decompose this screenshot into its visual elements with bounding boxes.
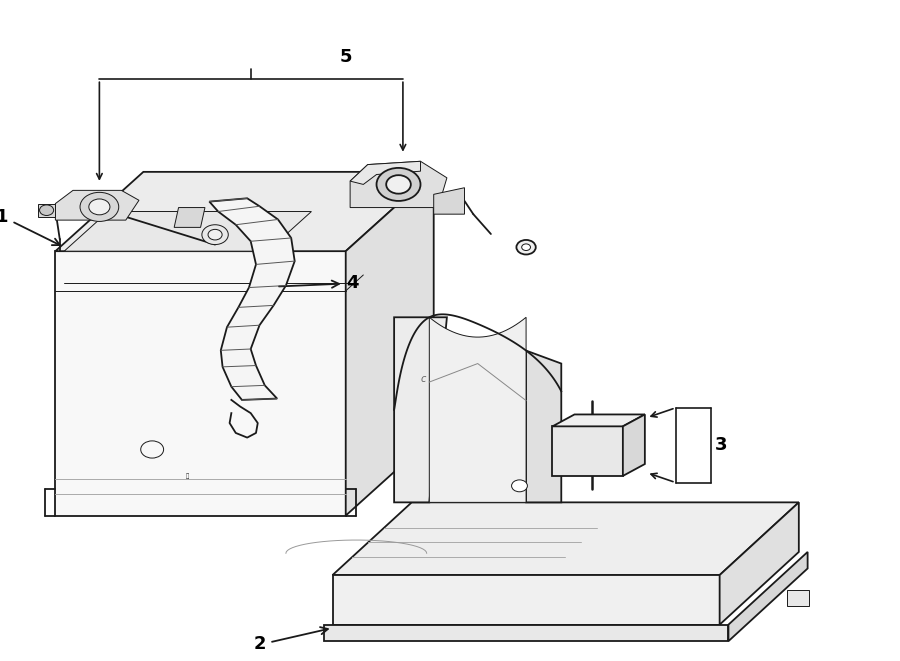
Circle shape	[40, 205, 54, 215]
Polygon shape	[553, 426, 623, 476]
Polygon shape	[350, 161, 420, 184]
Polygon shape	[728, 552, 807, 641]
Circle shape	[376, 168, 420, 201]
Polygon shape	[720, 502, 799, 625]
Text: ⬜: ⬜	[185, 473, 189, 479]
Polygon shape	[332, 502, 799, 575]
Polygon shape	[623, 414, 645, 476]
Circle shape	[80, 192, 119, 221]
Circle shape	[89, 199, 110, 215]
Text: 4: 4	[279, 274, 359, 292]
Polygon shape	[434, 188, 464, 214]
Circle shape	[208, 229, 222, 240]
Polygon shape	[175, 208, 205, 227]
Polygon shape	[324, 625, 728, 641]
Polygon shape	[56, 172, 434, 251]
Circle shape	[140, 441, 164, 458]
Circle shape	[517, 240, 535, 254]
Circle shape	[202, 225, 229, 245]
Polygon shape	[429, 317, 526, 502]
Text: 2: 2	[254, 627, 328, 654]
Text: 1: 1	[0, 208, 60, 245]
Polygon shape	[64, 212, 311, 251]
Polygon shape	[394, 317, 447, 502]
Text: 3: 3	[716, 436, 728, 453]
Text: 5: 5	[339, 48, 352, 66]
Circle shape	[522, 244, 530, 251]
Polygon shape	[553, 414, 645, 426]
Text: c: c	[420, 374, 426, 384]
Polygon shape	[526, 350, 562, 502]
Polygon shape	[56, 190, 139, 220]
Polygon shape	[350, 161, 447, 208]
Polygon shape	[210, 198, 294, 400]
Circle shape	[511, 480, 527, 492]
Polygon shape	[787, 590, 809, 607]
Polygon shape	[346, 172, 434, 516]
Circle shape	[386, 175, 410, 194]
Polygon shape	[56, 251, 346, 516]
Polygon shape	[332, 575, 720, 625]
Polygon shape	[38, 204, 56, 217]
